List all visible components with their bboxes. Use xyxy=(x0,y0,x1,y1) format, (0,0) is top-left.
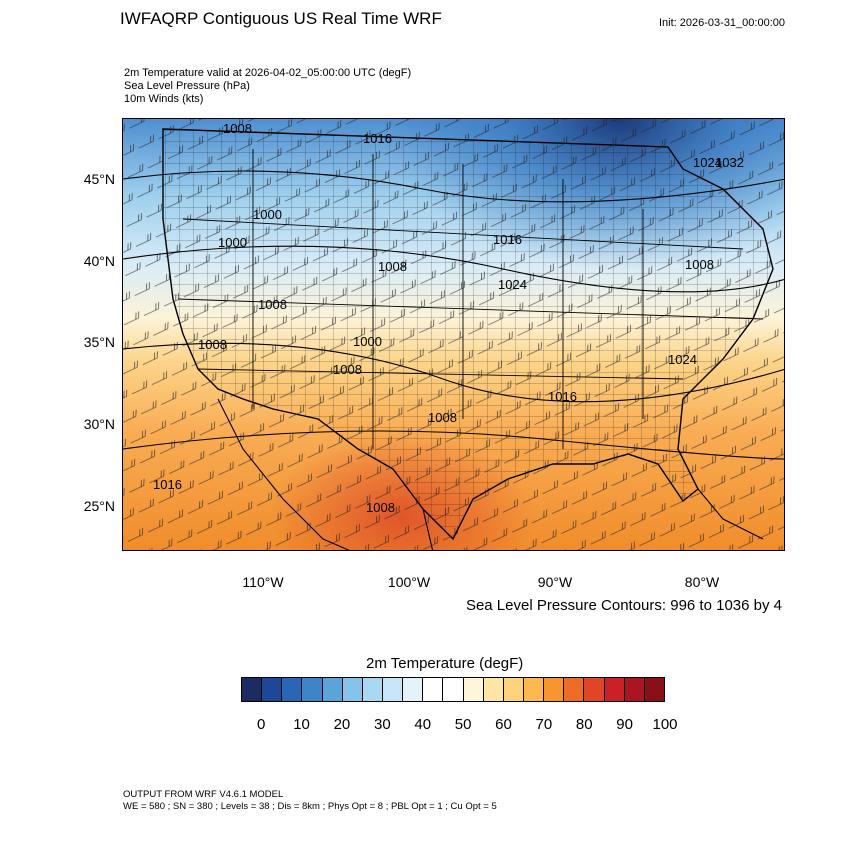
isobar-label: 1008 xyxy=(378,259,407,274)
footer-config: WE = 580 ; SN = 380 ; Levels = 38 ; Dis … xyxy=(123,801,497,812)
colorbar-swatch xyxy=(523,678,545,701)
colorbar-swatch xyxy=(322,678,343,701)
colorbar-tick-label: 60 xyxy=(495,716,512,733)
colorbar-tick-label: 0 xyxy=(257,716,266,733)
lat-label-35n: 35°N xyxy=(83,334,115,350)
isobar-label: 1016 xyxy=(153,477,182,492)
isobars xyxy=(123,170,784,460)
colorbar-swatch xyxy=(483,678,504,701)
colorbar-tick-label: 90 xyxy=(616,716,633,733)
subtitle-temperature: 2m Temperature valid at 2026-04-02_05:00… xyxy=(124,67,412,79)
colorbar-swatch xyxy=(564,678,585,701)
colorbar-tick-label: 40 xyxy=(414,716,432,733)
isobar-label: 1024 xyxy=(668,352,697,367)
isobar-label: 1024 xyxy=(693,155,722,170)
colorbar-swatch xyxy=(403,678,424,701)
colorbar-swatch xyxy=(302,678,323,701)
plot-title: IWFAQRP Contiguous US Real Time WRF xyxy=(120,9,442,28)
colorbar-swatch xyxy=(242,678,263,701)
colorbar-tick-label: 70 xyxy=(535,716,553,733)
isobar-label: 1008 xyxy=(685,257,714,272)
colorbar-swatch xyxy=(262,678,283,701)
isobar-label: 1008 xyxy=(198,337,227,352)
colorbar-swatch xyxy=(443,678,464,701)
isobar-label: 1000 xyxy=(353,334,382,349)
colorbar-tick-label: 50 xyxy=(454,716,472,733)
wind-barbs xyxy=(123,119,784,550)
colorbar-swatch xyxy=(362,678,383,701)
isobar-label: 1016 xyxy=(548,389,577,404)
lon-label-100w: 100°W xyxy=(387,574,431,590)
isobar-label: 1000 xyxy=(253,207,282,222)
isobar-label: 1000 xyxy=(218,235,247,250)
colorbar-tick-label: 10 xyxy=(293,716,310,733)
colorbar-swatch xyxy=(342,678,363,701)
colorbar-swatch xyxy=(584,678,605,701)
colorbar-swatch xyxy=(423,678,444,701)
colorbar-swatch xyxy=(644,678,664,701)
lat-label-30n: 30°N xyxy=(83,416,115,432)
contour-note: Sea Level Pressure Contours: 996 to 1036… xyxy=(465,597,782,614)
colorbar xyxy=(241,677,665,702)
colorbar-tick-label: 100 xyxy=(652,716,678,733)
footer-model: OUTPUT FROM WRF V4.6.1 MODEL xyxy=(123,789,284,800)
isobar-label: 1008 xyxy=(366,500,395,515)
colorbar-title: 2m Temperature (degF) xyxy=(366,655,524,672)
lat-label-40n: 40°N xyxy=(83,253,115,269)
colorbar-swatch xyxy=(604,678,625,701)
lat-label-45n: 45°N xyxy=(83,171,115,187)
isobar-label: 1016 xyxy=(493,232,522,247)
colorbar-swatch xyxy=(463,678,484,701)
isobar-label: 1024 xyxy=(498,277,527,292)
isobar-label: 1008 xyxy=(428,410,457,425)
temperature-map: 1008 1016 1024 1032 1000 1000 1016 1008 1024 1008… xyxy=(122,118,785,551)
lon-label-80w: 80°W xyxy=(684,574,720,590)
colorbar-tick-label: 80 xyxy=(575,716,593,733)
lon-label-90w: 90°W xyxy=(537,574,573,590)
isobar-label: 1008 xyxy=(223,121,252,136)
subtitle-winds: 10m Winds (kts) xyxy=(124,93,204,105)
colorbar-swatch xyxy=(544,678,565,701)
colorbar-tick-label: 30 xyxy=(373,716,391,733)
colorbar-swatch xyxy=(624,678,645,701)
colorbar-tick-label: 20 xyxy=(333,716,351,733)
isobar-label: 1008 xyxy=(258,297,287,312)
subtitle-pressure: Sea Level Pressure (hPa) xyxy=(124,80,250,92)
lon-label-110w: 110°W xyxy=(242,574,284,590)
colorbar-swatch xyxy=(282,678,303,701)
init-time: Init: 2026-03-31_00:00:00 xyxy=(659,17,785,29)
isobar-label: 1016 xyxy=(363,131,392,146)
lat-label-25n: 25°N xyxy=(83,498,115,514)
colorbar-swatch xyxy=(503,678,524,701)
isobar-label: 1008 xyxy=(333,362,362,377)
isobar-label: 1032 xyxy=(715,155,744,170)
colorbar-swatch xyxy=(382,678,404,701)
